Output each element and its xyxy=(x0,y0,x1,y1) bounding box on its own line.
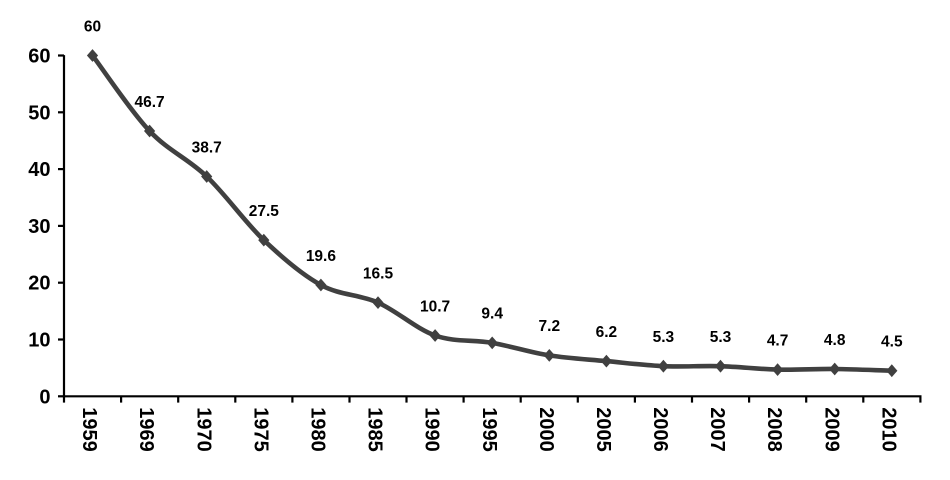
svg-text:0: 0 xyxy=(39,386,50,408)
svg-text:7.2: 7.2 xyxy=(539,318,561,335)
svg-text:1995: 1995 xyxy=(478,407,500,452)
svg-text:2005: 2005 xyxy=(592,407,614,452)
svg-text:2009: 2009 xyxy=(820,407,842,452)
svg-text:1975: 1975 xyxy=(249,407,271,452)
svg-text:2010: 2010 xyxy=(877,407,899,452)
svg-text:60: 60 xyxy=(28,46,50,68)
svg-text:2007: 2007 xyxy=(706,407,728,452)
svg-text:46.7: 46.7 xyxy=(135,94,165,111)
svg-text:2008: 2008 xyxy=(763,407,785,452)
svg-text:4.7: 4.7 xyxy=(767,332,789,349)
svg-text:4.8: 4.8 xyxy=(824,332,846,349)
svg-text:19.6: 19.6 xyxy=(306,248,337,265)
svg-text:2006: 2006 xyxy=(649,407,671,452)
svg-text:60: 60 xyxy=(84,18,101,35)
svg-text:1970: 1970 xyxy=(192,407,214,452)
svg-text:30: 30 xyxy=(28,216,50,238)
svg-text:50: 50 xyxy=(28,102,50,124)
svg-text:27.5: 27.5 xyxy=(249,203,280,220)
svg-text:2000: 2000 xyxy=(535,407,557,452)
svg-text:10.7: 10.7 xyxy=(420,298,450,315)
svg-text:40: 40 xyxy=(28,159,50,181)
svg-text:6.2: 6.2 xyxy=(596,324,618,341)
svg-text:1980: 1980 xyxy=(307,407,329,452)
svg-text:5.3: 5.3 xyxy=(653,329,675,346)
svg-text:4.5: 4.5 xyxy=(881,334,903,351)
svg-text:38.7: 38.7 xyxy=(192,139,222,156)
svg-text:1990: 1990 xyxy=(421,407,443,452)
svg-text:16.5: 16.5 xyxy=(363,265,394,282)
svg-text:10: 10 xyxy=(28,330,50,352)
svg-text:20: 20 xyxy=(28,273,50,295)
svg-text:5.3: 5.3 xyxy=(710,329,732,346)
svg-text:1985: 1985 xyxy=(364,407,386,452)
svg-text:1959: 1959 xyxy=(78,407,100,452)
svg-text:9.4: 9.4 xyxy=(481,306,503,323)
svg-text:1969: 1969 xyxy=(135,407,157,452)
